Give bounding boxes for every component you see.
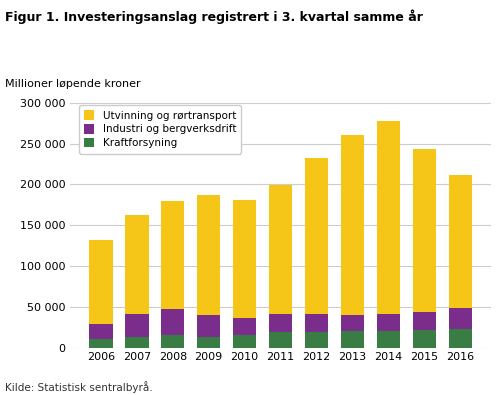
- Bar: [413, 149, 436, 312]
- Text: Millioner løpende kroner: Millioner løpende kroner: [5, 79, 141, 89]
- Bar: [197, 337, 220, 348]
- Bar: [125, 337, 148, 348]
- Bar: [448, 329, 472, 348]
- Bar: [269, 332, 292, 348]
- Bar: [89, 240, 113, 324]
- Bar: [161, 201, 184, 309]
- Bar: [305, 314, 328, 332]
- Bar: [305, 158, 328, 314]
- Bar: [413, 312, 436, 331]
- Bar: [377, 314, 400, 331]
- Bar: [448, 308, 472, 329]
- Text: Figur 1. Investeringsanslag registrert i 3. kvartal samme år: Figur 1. Investeringsanslag registrert i…: [5, 10, 423, 24]
- Bar: [197, 315, 220, 337]
- Bar: [269, 185, 292, 314]
- Text: Kilde: Statistisk sentralbyrå.: Kilde: Statistisk sentralbyrå.: [5, 381, 153, 393]
- Bar: [448, 175, 472, 308]
- Bar: [125, 214, 148, 314]
- Bar: [197, 195, 220, 315]
- Bar: [341, 135, 364, 315]
- Bar: [341, 315, 364, 331]
- Bar: [377, 120, 400, 314]
- Bar: [89, 339, 113, 348]
- Bar: [233, 335, 257, 348]
- Bar: [269, 314, 292, 332]
- Legend: Utvinning og rørtransport, Industri og bergverksdrift, Kraftforsyning: Utvinning og rørtransport, Industri og b…: [79, 105, 241, 154]
- Bar: [377, 331, 400, 348]
- Bar: [161, 309, 184, 335]
- Bar: [125, 314, 148, 337]
- Bar: [341, 331, 364, 348]
- Bar: [161, 335, 184, 348]
- Bar: [233, 318, 257, 335]
- Bar: [305, 332, 328, 348]
- Bar: [413, 331, 436, 348]
- Bar: [89, 324, 113, 339]
- Bar: [233, 200, 257, 318]
